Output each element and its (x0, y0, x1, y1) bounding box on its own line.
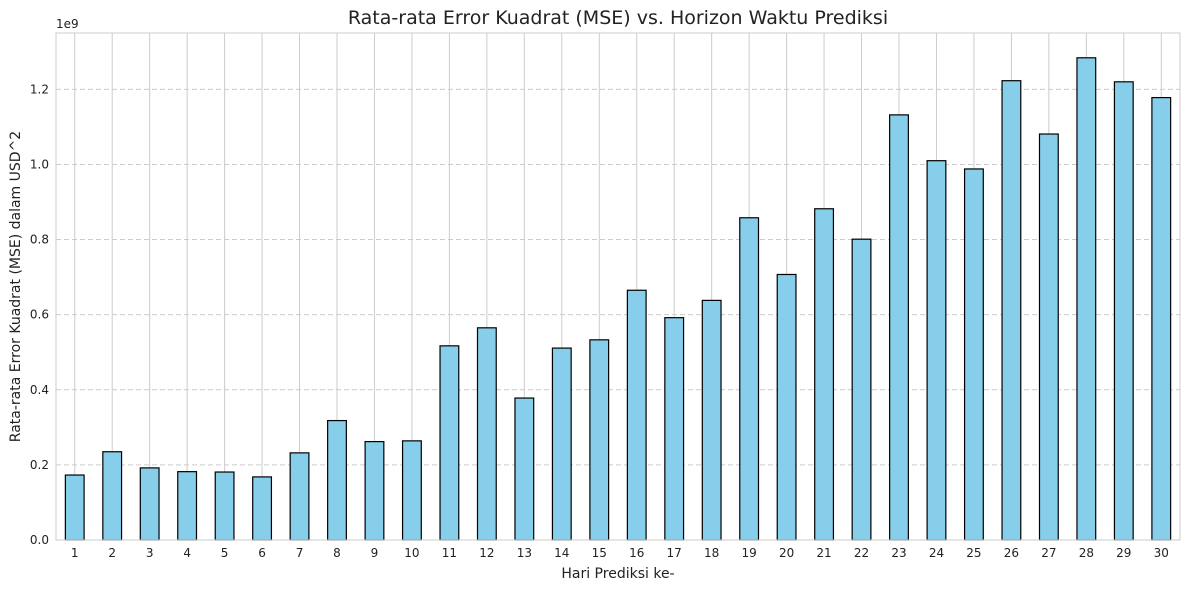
bar-day-22 (851, 238, 872, 541)
y-tick-labels: 0.0 0.2 0.4 0.6 0.8 1.0 1.2 (30, 82, 49, 547)
x-tick-label: 9 (371, 546, 379, 560)
x-tick-label: 27 (1041, 546, 1056, 560)
bar-day-21 (814, 208, 835, 541)
bar-day-3 (139, 467, 160, 541)
x-tick-label: 8 (333, 546, 341, 560)
x-tick-label: 28 (1079, 546, 1094, 560)
x-tick-label: 10 (404, 546, 419, 560)
bar-day-11 (439, 345, 460, 541)
bar-day-2 (102, 451, 123, 541)
bar-day-19 (739, 217, 760, 541)
bar-day-9 (364, 441, 385, 541)
x-tick-label: 13 (517, 546, 532, 560)
bar-day-5 (214, 471, 235, 541)
x-tick-label: 12 (479, 546, 494, 560)
x-tick-label: 15 (592, 546, 607, 560)
bar-day-26 (1001, 80, 1022, 541)
bar-day-8 (327, 419, 347, 541)
bar-day-28 (1076, 57, 1097, 541)
bar-day-7 (289, 452, 310, 541)
x-tick-label: 26 (1004, 546, 1019, 560)
bar-day-1 (64, 474, 85, 541)
y-tick-label: 1.0 (30, 157, 49, 171)
bar-day-17 (664, 317, 685, 541)
y-tick-label: 0.6 (30, 308, 49, 322)
bar-day-4 (177, 471, 198, 541)
x-tick-label: 24 (929, 546, 944, 560)
bar-day-6 (252, 476, 273, 541)
x-tick-label: 2 (108, 546, 116, 560)
plot-frame (55, 32, 1181, 541)
bar-day-16 (626, 289, 647, 541)
x-tick-label: 1 (71, 546, 79, 560)
x-tick-label: 22 (854, 546, 869, 560)
bar-day-13 (514, 397, 535, 541)
bar-day-10 (401, 440, 422, 541)
x-axis-label: Hari Prediksi ke- (561, 566, 674, 582)
bar-day-25 (963, 168, 984, 541)
bar-day-29 (1113, 81, 1134, 541)
bar-day-12 (476, 327, 497, 541)
bar-day-27 (1038, 133, 1059, 541)
x-tick-label: 7 (296, 546, 304, 560)
x-tick-label: 17 (667, 546, 682, 560)
y-axis-offset-label: 1e9 (56, 17, 79, 31)
x-tick-labels: 1 2 3 4 5 6 7 8 9 10 11 12 13 14 15 16 17 18 19 20 21 22 23 24 2… (71, 546, 1169, 560)
x-tick-label: 3 (146, 546, 154, 560)
bar-day-30 (1151, 96, 1172, 541)
x-tick-label: 14 (554, 546, 569, 560)
chart-title: Rata-rata Error Kuadrat (MSE) vs. Horizo… (348, 7, 888, 29)
y-tick-label: 0.8 (30, 233, 49, 247)
x-tick-label: 11 (442, 546, 457, 560)
x-tick-label: 6 (258, 546, 266, 560)
bar-day-24 (926, 160, 947, 541)
y-tick-label: 0.2 (30, 458, 49, 472)
bars (64, 57, 1172, 541)
x-tick-label: 23 (891, 546, 906, 560)
x-tick-label: 18 (704, 546, 719, 560)
bar-day-18 (701, 299, 722, 541)
x-tick-label: 4 (183, 546, 191, 560)
x-tick-label: 16 (629, 546, 644, 560)
x-tick-label: 29 (1116, 546, 1131, 560)
y-tick-label: 0.4 (30, 383, 49, 397)
x-tick-label: 19 (741, 546, 756, 560)
y-axis-label: Rata-rata Error Kuadrat (MSE) dalam USD^… (8, 131, 24, 442)
bar-day-20 (776, 273, 797, 541)
x-tick-label: 25 (966, 546, 981, 560)
x-tick-label: 30 (1154, 546, 1169, 560)
x-tick-label: 21 (816, 546, 831, 560)
y-tick-label: 1.2 (30, 82, 49, 96)
bar-day-15 (589, 339, 610, 541)
x-tick-label: 5 (221, 546, 229, 560)
bar-day-23 (889, 114, 909, 541)
y-tick-label: 0.0 (30, 533, 49, 547)
x-tick-label: 20 (779, 546, 794, 560)
bar-day-14 (551, 347, 572, 541)
